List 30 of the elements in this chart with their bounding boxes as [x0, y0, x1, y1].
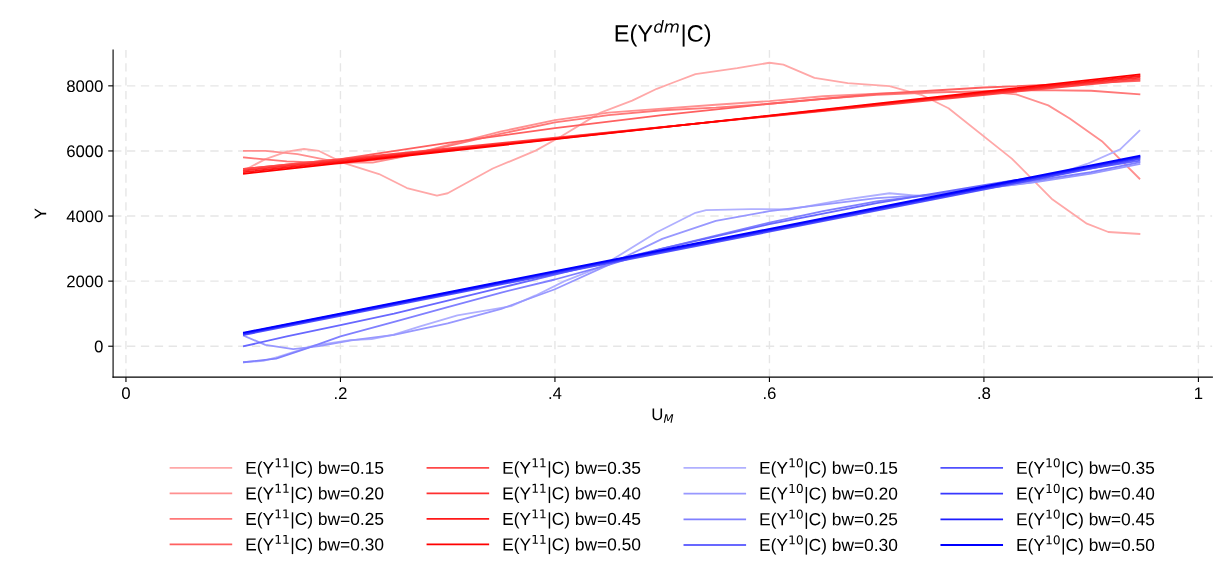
y-tick-label: 4000	[66, 210, 103, 223]
x-tick-label: .4	[549, 387, 562, 399]
legend-label: E(Y$^{10}$|C) bw=0.20	[760, 483, 898, 504]
legend-label: E(Y$^{10}$|C) bw=0.15	[760, 458, 898, 478]
x-tick-label: .2	[335, 387, 347, 399]
chart-title: E(Y$^{dm}$|C)	[615, 20, 711, 47]
y-tick-label: 2000	[67, 275, 103, 288]
legend-label: E(Y$^{10}$|C) bw=0.30	[760, 535, 898, 555]
x-tick-label: 1	[1195, 387, 1203, 399]
y-tick-label: 6000	[67, 145, 103, 158]
x-axis-title: U$_{M}$	[652, 408, 674, 423]
legend-label: E(Y$^{10}$|C) bw=0.50	[1017, 535, 1155, 555]
legend-label: E(Y$^{11}$|C) bw=0.20	[246, 483, 384, 504]
legend-label: E(Y$^{11}$|C) bw=0.30	[246, 534, 384, 555]
legend-label: E(Y$^{10}$|C) bw=0.35	[1017, 458, 1155, 478]
legend-label: E(Y$^{11}$|C) bw=0.25	[246, 509, 384, 529]
x-tick-label: .6	[764, 387, 776, 400]
legend-label: E(Y$^{11}$|C) bw=0.45	[503, 509, 641, 529]
x-tick-label: 0	[121, 387, 130, 400]
legend-label: E(Y$^{11}$|C) bw=0.35	[503, 458, 641, 478]
legend-label: E(Y$^{11}$|C) bw=0.50	[503, 534, 641, 555]
legend-label: E(Y$^{10}$|C) bw=0.45	[1017, 509, 1155, 529]
y-tick-label: 8000	[67, 80, 103, 93]
legend-label: E(Y$^{10}$|C) bw=0.40	[1017, 483, 1155, 504]
y-axis-title: Y	[34, 208, 47, 219]
legend-label: E(Y$^{11}$|C) bw=0.15	[246, 458, 384, 478]
legend-label: E(Y$^{11}$|C) bw=0.40	[503, 483, 641, 504]
y-tick-label: 0	[94, 340, 103, 353]
legend-label: E(Y$^{10}$|C) bw=0.25	[760, 509, 898, 529]
x-tick-label: .8	[978, 387, 991, 400]
